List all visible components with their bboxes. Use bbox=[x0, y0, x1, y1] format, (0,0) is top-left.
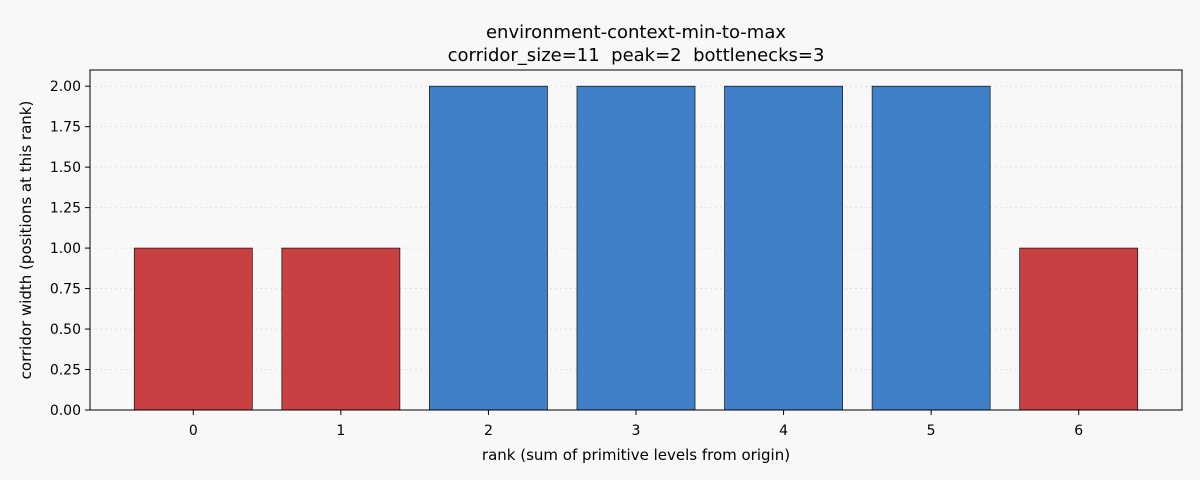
y-tick-label: 2.00 bbox=[50, 79, 81, 95]
bar-rank-2 bbox=[429, 85, 548, 411]
y-tick-label: 1.50 bbox=[50, 160, 81, 176]
bars bbox=[133, 85, 1139, 411]
x-tick-label: 0 bbox=[189, 423, 198, 439]
x-axis-ticks: 0 1 2 3 4 5 6 bbox=[189, 410, 1083, 439]
x-tick-label: 5 bbox=[927, 423, 936, 439]
y-tick-label: 0.75 bbox=[50, 282, 81, 298]
y-tick-label: 1.00 bbox=[50, 241, 81, 257]
bar-rank-3 bbox=[576, 85, 696, 411]
x-axis-label: rank (sum of primitive levels from origi… bbox=[482, 446, 790, 464]
bar-rank-6-bottleneck bbox=[1019, 247, 1139, 411]
x-tick-label: 2 bbox=[484, 423, 493, 439]
x-tick-label: 1 bbox=[336, 423, 345, 439]
x-tick-label: 6 bbox=[1074, 423, 1083, 439]
bar-rank-4 bbox=[724, 85, 843, 411]
y-tick-label: 1.75 bbox=[50, 120, 81, 136]
y-axis-label: corridor width (positions at this rank) bbox=[17, 101, 35, 380]
bar-rank-1-bottleneck bbox=[281, 247, 401, 411]
y-tick-label: 0.00 bbox=[50, 403, 81, 419]
x-tick-label: 4 bbox=[779, 423, 788, 439]
x-tick-label: 3 bbox=[632, 423, 641, 439]
y-tick-label: 0.25 bbox=[50, 363, 81, 379]
y-tick-label: 0.50 bbox=[50, 322, 81, 338]
chart-title: environment-context-min-to-max bbox=[486, 22, 786, 43]
bar-rank-5 bbox=[871, 85, 991, 411]
y-axis-ticks: 0.00 0.25 0.50 0.75 1.00 1.25 1.50 1.75 2.00 bbox=[50, 79, 90, 419]
chart-subtitle: corridor_size=11 peak=2 bottlenecks=3 bbox=[448, 45, 825, 66]
bar-rank-0-bottleneck bbox=[133, 247, 253, 411]
y-tick-label: 1.25 bbox=[50, 201, 81, 217]
